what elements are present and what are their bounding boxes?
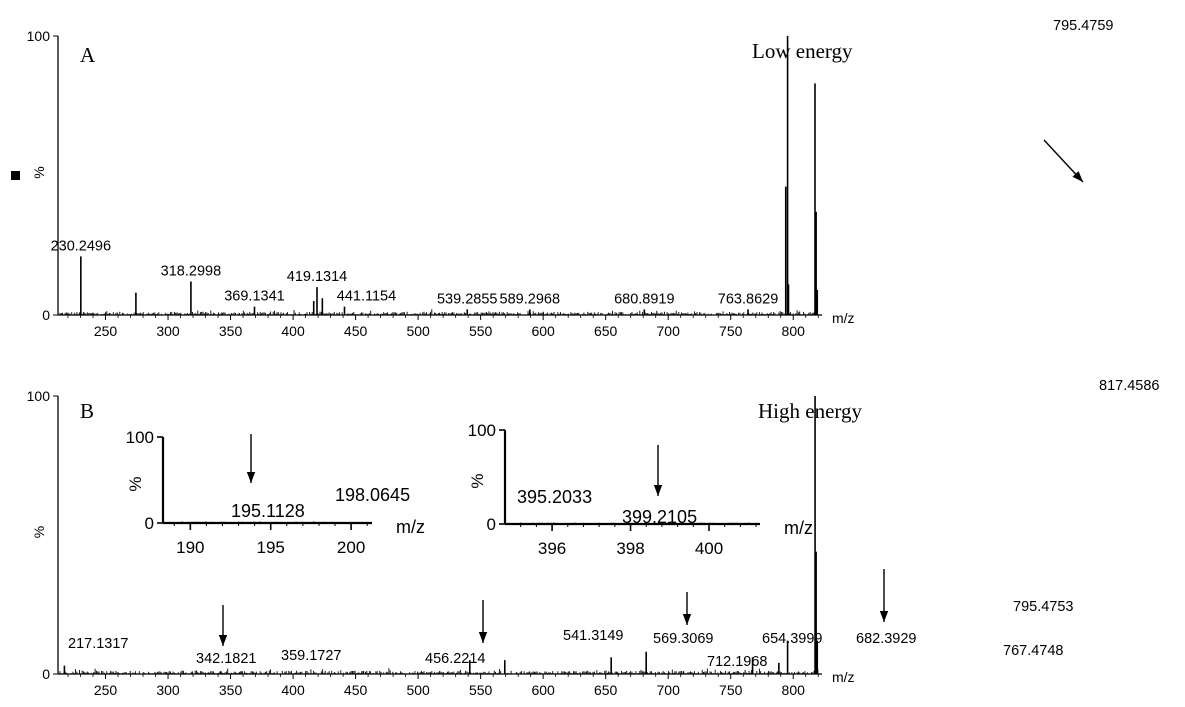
- y-tick-label: 100: [126, 428, 154, 447]
- marker-square: [11, 171, 20, 180]
- x-tick-label: 195: [257, 538, 285, 557]
- x-tick-label: 750: [719, 323, 743, 339]
- peak-label: 359.1727: [281, 648, 341, 664]
- arrow-head: [1072, 171, 1083, 182]
- x-tick-label: 396: [538, 539, 566, 558]
- x-tick-label: 250: [94, 323, 118, 339]
- peak-label: 369.1341: [224, 289, 284, 305]
- y-tick-label: 100: [27, 388, 51, 404]
- peak-label: 541.3149: [563, 628, 623, 644]
- peak-label: 195.1128: [231, 501, 305, 521]
- y-axis-label: %: [31, 166, 47, 178]
- arrow-head: [682, 614, 692, 625]
- peak-label: 419.1314: [287, 269, 347, 285]
- x-axis-label: m/z: [832, 310, 855, 326]
- peak-label: 795.4759: [1053, 18, 1113, 34]
- panel-letter: A: [80, 43, 96, 67]
- peak-label: 198.0645: [335, 485, 410, 505]
- arrow-head: [879, 611, 889, 622]
- x-tick-label: 650: [594, 682, 618, 698]
- y-tick-label: 0: [42, 666, 50, 682]
- energy-annotation: High energy: [758, 399, 863, 423]
- peak-label: 399.2105: [622, 507, 697, 527]
- x-axis-label: m/z: [832, 669, 855, 685]
- x-tick-label: 500: [406, 682, 430, 698]
- panel-letter: B: [80, 399, 94, 423]
- x-tick-label: 750: [719, 682, 743, 698]
- arrow-head: [218, 635, 228, 646]
- x-tick-label: 450: [344, 323, 368, 339]
- baseline-noise: [166, 521, 360, 523]
- y-axis-label: %: [468, 473, 487, 488]
- x-tick-label: 350: [219, 323, 243, 339]
- panel-b-inset-1: 190 195 200 0 100% m/z 195.1128 198.0645: [126, 428, 425, 557]
- peak-label: 342.1821: [196, 651, 256, 667]
- peak-label: 763.8629: [718, 291, 778, 307]
- x-tick-label: 400: [695, 539, 723, 558]
- y-tick-label: 0: [487, 515, 496, 534]
- x-axis-label: m/z: [396, 517, 425, 537]
- y-tick-label: 0: [145, 514, 154, 533]
- x-tick-label: 600: [531, 323, 555, 339]
- baseline-noise: [59, 309, 819, 315]
- arrow-head: [246, 472, 256, 483]
- peak-label: 217.1317: [68, 636, 128, 652]
- peak-label: 539.2855: [437, 291, 497, 307]
- x-axis-label: m/z: [784, 518, 813, 538]
- x-tick-label: 398: [616, 539, 644, 558]
- x-tick-label: 200: [337, 538, 365, 557]
- x-tick-label: 700: [657, 682, 681, 698]
- x-tick-label: 350: [219, 682, 243, 698]
- y-tick-label: 100: [27, 28, 51, 44]
- peak-label: 456.2214: [425, 651, 485, 667]
- x-tick-label: 700: [657, 323, 681, 339]
- peak-label: 654.3999: [762, 631, 822, 647]
- x-tick-label: 550: [469, 682, 493, 698]
- x-tick-label: 450: [344, 682, 368, 698]
- peak-label: 589.2968: [500, 291, 560, 307]
- panel-b-inset-2: 396 398 400 0 100% m/z 395.2033 399.2105: [468, 421, 813, 558]
- peak-label: 318.2998: [161, 264, 221, 280]
- y-axis-label: %: [31, 526, 47, 538]
- x-tick-label: 300: [156, 682, 180, 698]
- peak-label: 441.1154: [337, 289, 396, 305]
- x-tick-label: 650: [594, 323, 618, 339]
- baseline-noise: [508, 522, 750, 524]
- peak-label: 569.3069: [653, 631, 713, 647]
- x-tick-label: 550: [469, 323, 493, 339]
- x-tick-label: 250: [94, 682, 118, 698]
- y-tick-label: 100: [468, 421, 496, 440]
- x-tick-label: 600: [531, 682, 555, 698]
- peak-label: 712.1968: [707, 654, 767, 670]
- x-tick-label: 800: [782, 682, 806, 698]
- x-tick-label: 300: [156, 323, 180, 339]
- panel-b: 250 300 350 400 450 500 550 600 650 700 750 800 0 100…: [27, 378, 1160, 698]
- peak-label: 395.2033: [517, 487, 592, 507]
- peak-label: 767.4748: [1003, 643, 1063, 659]
- baseline-noise: [59, 668, 819, 674]
- peak-label: 795.4753: [1013, 599, 1073, 615]
- arrow-head: [653, 485, 663, 496]
- x-tick-label: 800: [782, 323, 806, 339]
- x-tick-label: 400: [281, 323, 305, 339]
- y-tick-label: 0: [42, 307, 50, 323]
- x-tick-label: 190: [176, 538, 204, 557]
- y-axis-label: %: [126, 476, 145, 491]
- peak-label: 680.8919: [614, 291, 674, 307]
- x-tick-label: 500: [406, 323, 430, 339]
- peak-label: 682.3929: [856, 631, 916, 647]
- panel-a: 250 300 350 400 450 500 550 600 650 700 750 800 0 100…: [27, 18, 1114, 339]
- arrow-head: [478, 632, 488, 643]
- peak-label: 230.2496: [51, 238, 111, 254]
- x-tick-label: 400: [281, 682, 305, 698]
- energy-annotation: Low energy: [752, 39, 853, 63]
- peak-label: 817.4586: [1099, 378, 1159, 394]
